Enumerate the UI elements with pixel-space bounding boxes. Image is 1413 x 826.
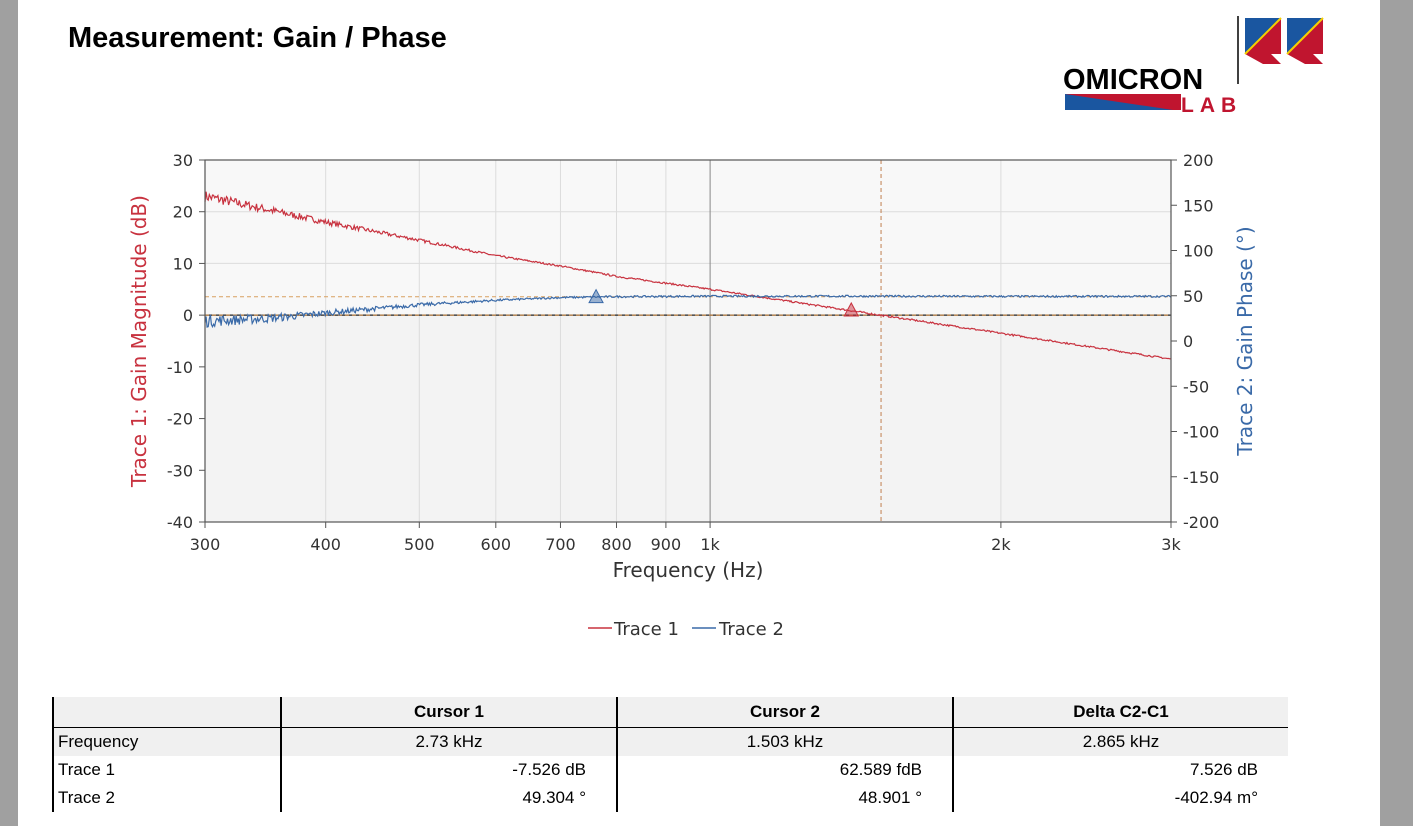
y2-axis-label: Trace 2: Gain Phase (°): [1233, 226, 1257, 456]
cursor-marker-2: [843, 301, 860, 317]
y-tick-label: -20: [167, 410, 193, 429]
logo-text: OMICRON: [1063, 64, 1204, 96]
cell: 62.589 fdB: [616, 756, 953, 784]
table-row: Frequency 2.73 kHz 1.503 kHz 2.865 kHz: [52, 727, 1288, 756]
y2-tick-label: 50: [1183, 287, 1203, 306]
logo-graphic: [1065, 16, 1324, 110]
cell: 1.503 kHz: [616, 727, 953, 756]
cursor-marker-1: [588, 288, 604, 304]
cell: -7.526 dB: [280, 756, 617, 784]
x-tick-label: 700: [545, 535, 576, 554]
header-cursor2: Cursor 2: [616, 697, 953, 728]
gain-phase-chart: 3020100-10-20-30-40200150100500-50-100-1…: [127, 151, 1257, 640]
y2-tick-label: -200: [1183, 513, 1219, 532]
y-tick-label: -40: [167, 513, 193, 532]
x-tick-label: 500: [404, 535, 435, 554]
row-label: Frequency: [52, 727, 281, 756]
cell: 49.304 °: [280, 784, 617, 812]
table-row: Trace 1 -7.526 dB 62.589 fdB 7.526 dB: [52, 756, 1288, 784]
y2-tick-label: -150: [1183, 468, 1219, 487]
cell: 7.526 dB: [952, 756, 1288, 784]
row-label: Trace 1: [52, 756, 281, 784]
header-delta: Delta C2-C1: [952, 697, 1288, 728]
y-tick-label: 30: [173, 151, 193, 170]
trace-line-2: [204, 294, 1172, 329]
x-tick-label: 400: [310, 535, 341, 554]
x-tick-label: 2k: [991, 535, 1011, 554]
plot-band: [205, 315, 1171, 522]
y-tick-label: -30: [167, 461, 193, 480]
y-axis-label: Trace 1: Gain Magnitude (dB): [127, 195, 151, 488]
y-tick-label: -10: [167, 358, 193, 377]
y-tick-label: 10: [173, 254, 193, 273]
y-tick-label: 0: [183, 306, 193, 325]
plot-frame: [204, 159, 1172, 523]
x-tick-label: 900: [651, 535, 682, 554]
y2-tick-label: -100: [1183, 423, 1219, 442]
legend-trace1[interactable]: Trace 1: [613, 619, 679, 640]
legend-trace2[interactable]: Trace 2: [718, 619, 784, 640]
logo-sub: LAB: [1181, 94, 1243, 117]
cell: 2.865 kHz: [952, 727, 1288, 756]
y-tick-label: 20: [173, 203, 193, 222]
table-row: Trace 2 49.304 ° 48.901 ° -402.94 m°: [52, 784, 1288, 812]
x-axis-label: Frequency (Hz): [613, 558, 764, 582]
x-tick-label: 300: [190, 535, 221, 554]
cell: -402.94 m°: [952, 784, 1288, 812]
y2-tick-label: 150: [1183, 196, 1214, 215]
y2-tick-label: -50: [1183, 377, 1209, 396]
header-cursor1: Cursor 1: [280, 697, 617, 728]
legend: Trace 1 Trace 2: [588, 619, 784, 640]
y2-tick-label: 0: [1183, 332, 1193, 351]
y2-tick-label: 100: [1183, 242, 1214, 261]
x-tick-label: 3k: [1161, 535, 1181, 554]
cell: 48.901 °: [616, 784, 953, 812]
page-title: Measurement: Gain / Phase: [68, 22, 447, 54]
x-tick-label: 600: [481, 535, 512, 554]
x-tick-label: 800: [601, 535, 632, 554]
cell: 2.73 kHz: [280, 727, 617, 756]
header-empty: [52, 697, 281, 728]
row-label: Trace 2: [52, 784, 281, 812]
y2-tick-label: 200: [1183, 151, 1214, 170]
trace-line-1: [204, 191, 1172, 360]
omicron-lab-logo: OMICRON LAB: [1063, 14, 1363, 117]
x-tick-label: 1k: [700, 535, 720, 554]
cursor-table: Cursor 1 Cursor 2 Delta C2-C1 Frequency …: [52, 697, 1288, 812]
